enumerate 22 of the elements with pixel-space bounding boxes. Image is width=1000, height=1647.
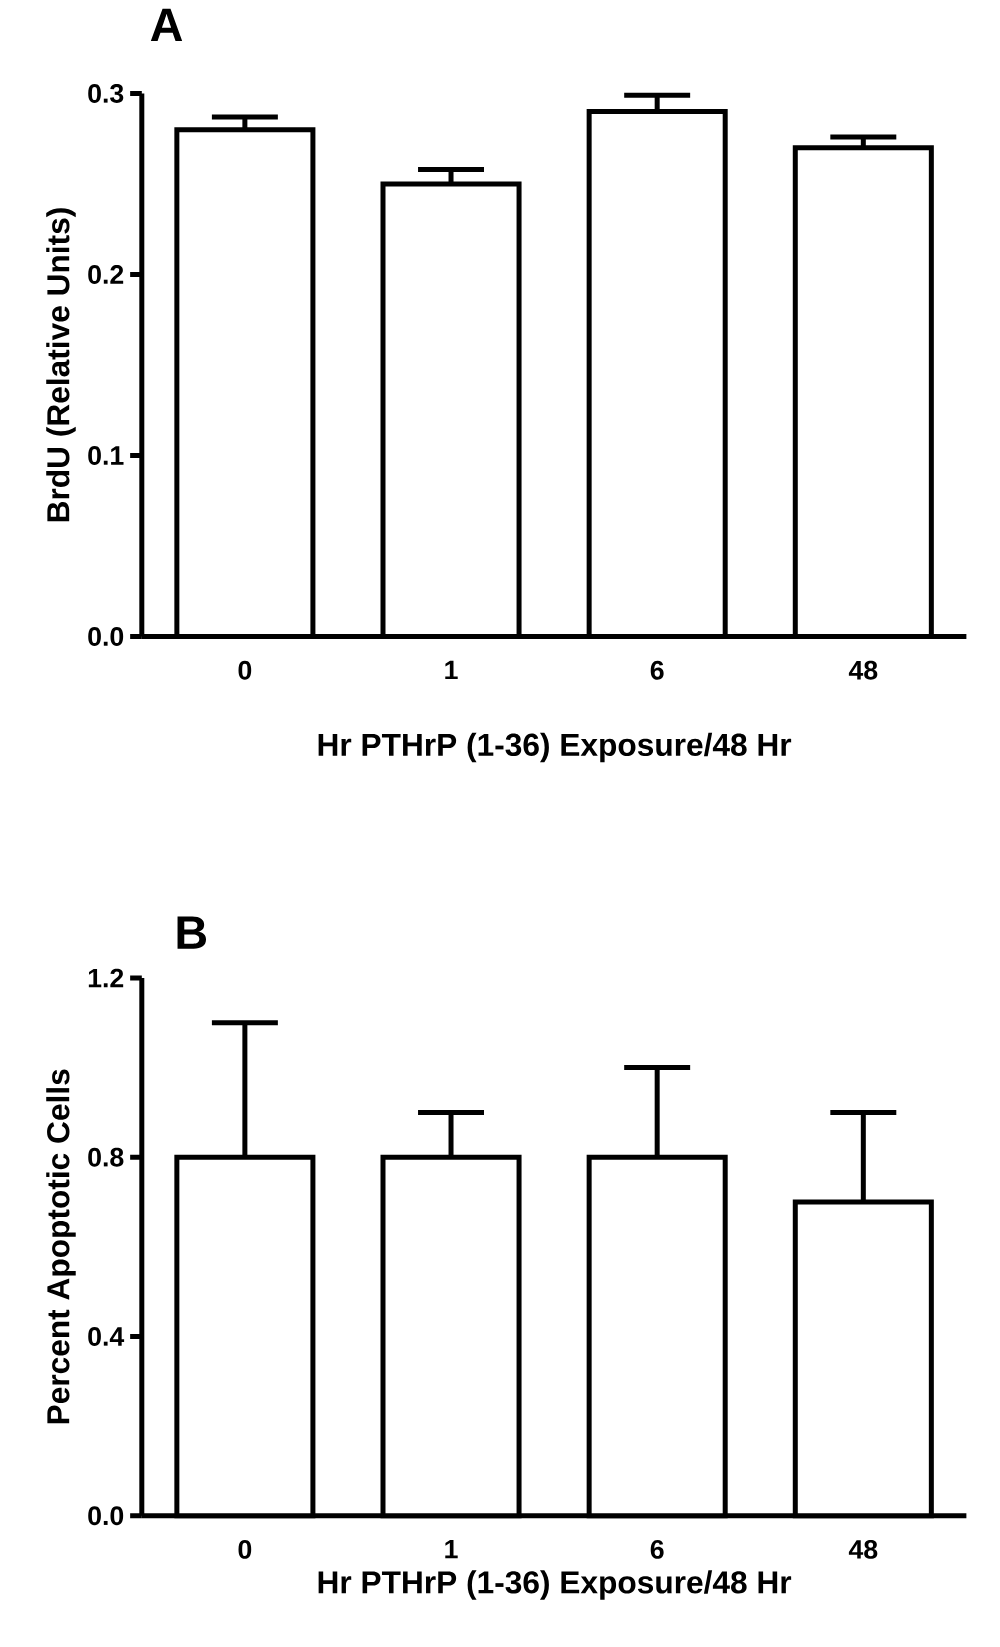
x-tick-label: 1: [445, 1539, 458, 1559]
y-tick-label: 0.0: [88, 1506, 124, 1526]
x-tick-label: 6: [650, 1539, 664, 1559]
y-axis-title: BrdU (Relative Units): [46, 208, 76, 522]
y-tick-label: 0.1: [88, 446, 124, 465]
y-axis-title: Percent Apoptotic Cells: [46, 1069, 76, 1424]
y-tick-label: 0.4: [88, 1327, 125, 1346]
x-tick-label: 6: [650, 660, 664, 680]
x-axis-title: Hr PTHrP (1-36) Exposure/48 Hr: [318, 1570, 792, 1600]
x-tick-label: 48: [848, 660, 878, 680]
x-axis-title: Hr PTHrP (1-36) Exposure/48 Hr: [318, 732, 792, 763]
chart-title: A: [150, 8, 183, 41]
y-tick-label: 0.3: [88, 84, 124, 103]
y-tick-label: 0.8: [88, 1147, 124, 1167]
x-tick-label: 0: [238, 660, 252, 680]
x-tick-label: 1: [445, 660, 458, 680]
x-tick-label: 0: [238, 1539, 252, 1559]
y-tick-label: 1.2: [88, 968, 124, 988]
x-tick-label: 48: [848, 1539, 878, 1559]
y-tick-label: 0.0: [88, 627, 124, 646]
y-tick-label: 0.2: [88, 265, 124, 284]
chart-title: B: [177, 916, 207, 949]
